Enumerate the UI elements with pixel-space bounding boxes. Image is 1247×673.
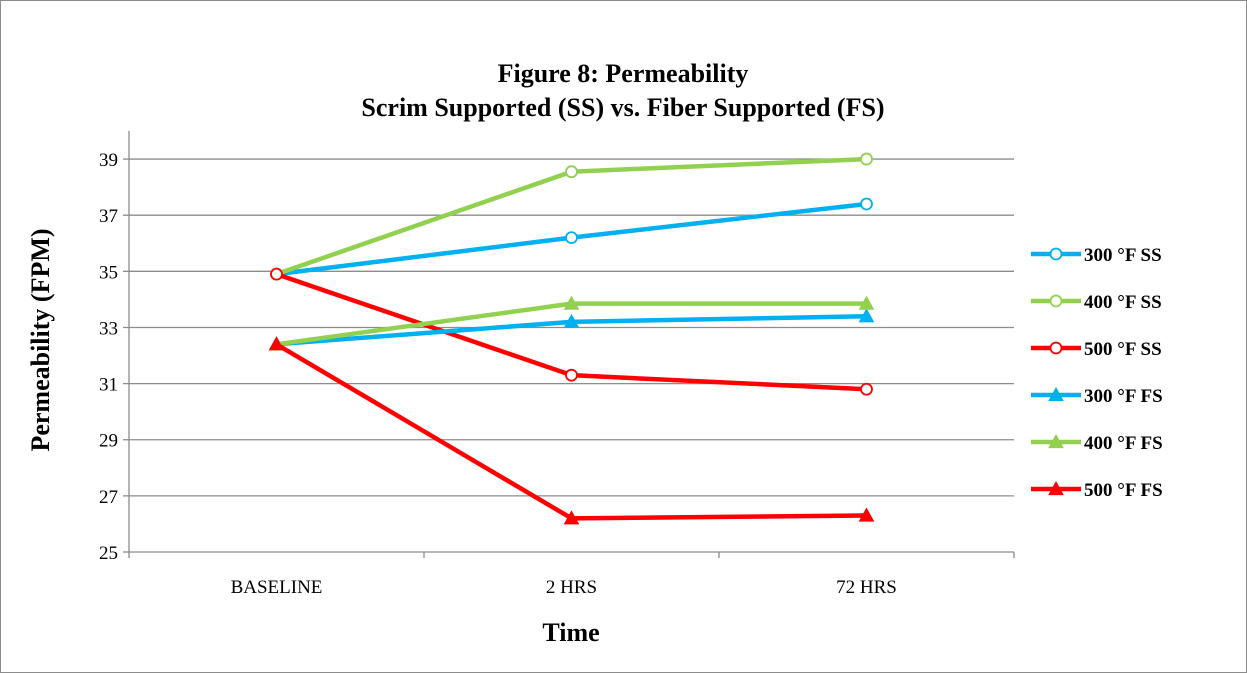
series-2 (270, 267, 873, 396)
legend-item: 300 °F SS (1031, 245, 1162, 266)
data-point (860, 152, 873, 166)
series (268, 152, 875, 525)
legend-item: 500 °F SS (1031, 339, 1162, 360)
data-point (563, 510, 580, 525)
legend-item: 400 °F SS (1031, 292, 1162, 313)
data-point (563, 295, 580, 310)
legend-marker (1048, 480, 1064, 496)
data-point (565, 231, 578, 245)
x-axis-title: Time (542, 618, 599, 647)
x-tick-label: 72 HRS (836, 577, 897, 598)
data-point (858, 507, 875, 522)
axes (123, 131, 1015, 558)
series-0 (270, 197, 873, 281)
legend-label: 500 °F SS (1084, 339, 1162, 360)
x-tick-label: 2 HRS (546, 577, 597, 598)
data-point (268, 336, 285, 351)
data-point (565, 368, 578, 382)
legend-item: 400 °F FS (1031, 433, 1163, 454)
y-tick-label: 31 (99, 375, 118, 396)
y-tick-labels: 25 27 29 31 33 35 37 39 (99, 150, 118, 564)
legend-marker (1048, 386, 1064, 402)
chart-title-line-1: Figure 8: Permeability (498, 59, 749, 88)
x-tick-label: BASELINE (231, 577, 323, 598)
data-point (858, 295, 875, 310)
data-point (270, 267, 283, 281)
data-point (860, 382, 873, 396)
y-tick-label: 37 (99, 206, 118, 227)
y-tick-label: 39 (99, 150, 118, 171)
data-point (563, 313, 580, 328)
legend-item: 500 °F FS (1031, 480, 1163, 501)
legend-label: 300 °F FS (1084, 386, 1163, 407)
data-point (858, 308, 875, 323)
series-3 (268, 308, 875, 351)
data-point (860, 197, 873, 211)
series-1 (270, 152, 873, 281)
x-tick-labels: BASELINE 2 HRS 72 HRS (231, 577, 897, 598)
legend-marker (1048, 433, 1064, 449)
y-tick-label: 35 (99, 262, 118, 283)
legend-marker (1049, 247, 1063, 261)
legend-marker (1049, 294, 1063, 308)
legend-item: 300 °F FS (1031, 386, 1163, 407)
legend-label: 500 °F FS (1084, 480, 1163, 501)
series-5 (268, 336, 875, 525)
legend-marker (1049, 341, 1063, 355)
legend-label: 300 °F SS (1084, 245, 1162, 266)
y-tick-label: 25 (99, 543, 118, 564)
y-tick-label: 27 (99, 487, 118, 508)
y-tick-label: 33 (99, 318, 118, 339)
chart-title-line-2: Scrim Supported (SS) vs. Fiber Supported… (361, 93, 884, 122)
legend-label: 400 °F SS (1084, 292, 1162, 313)
y-tick-label: 29 (99, 431, 118, 452)
legend-label: 400 °F FS (1084, 433, 1163, 454)
data-point (565, 165, 578, 179)
y-axis-title: Permeability (FPM) (26, 228, 55, 451)
legend: 300 °F SS 400 °F SS 500 °F SS 300 °F FS 400 … (1031, 245, 1163, 501)
